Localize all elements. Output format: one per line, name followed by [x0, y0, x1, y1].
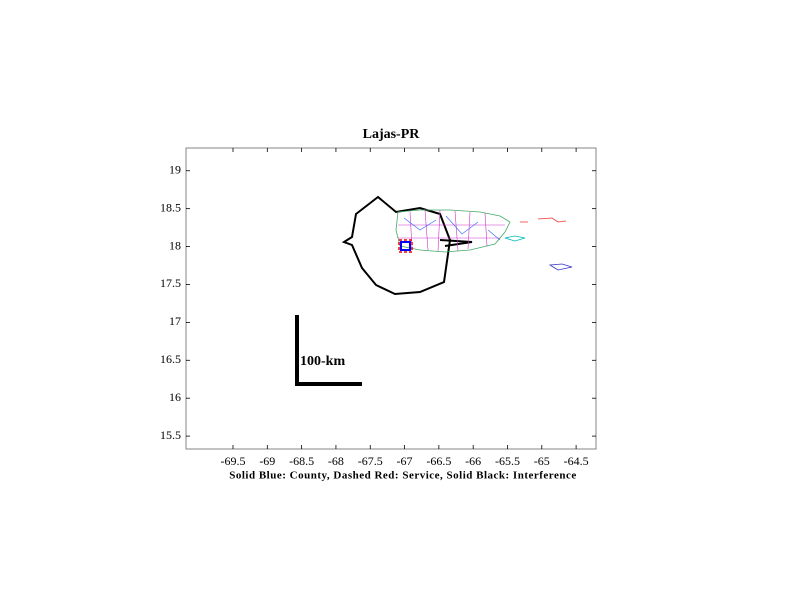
interference-spur: [439, 239, 473, 247]
x-tick-label: -67.5: [358, 454, 383, 468]
county-lines: [398, 209, 505, 252]
x-axis-label: Solid Blue: County, Dashed Red: Service,…: [229, 470, 577, 482]
island-stcroix: [548, 263, 573, 271]
x-tick-label: -68.5: [289, 454, 314, 468]
map-shapes: [341, 195, 573, 296]
x-tick-label: -69: [259, 454, 275, 468]
x-tick-label: -65.5: [495, 454, 520, 468]
service-area: [398, 239, 413, 253]
y-tick-label: 18: [169, 238, 181, 252]
x-tick-label: -66.5: [426, 454, 451, 468]
island-vieques: [504, 235, 526, 242]
y-tick-label: 15.5: [160, 428, 181, 442]
plot-frame: [185, 147, 597, 450]
y-tick-label: 17.5: [160, 276, 181, 290]
scale-bar: [295, 315, 362, 386]
y-tick-label: 18.5: [160, 200, 181, 214]
y-tick-label: 19: [169, 162, 181, 176]
x-tick-label: -67: [397, 454, 413, 468]
y-tick-label: 17: [169, 314, 181, 328]
county-lines: [403, 215, 501, 241]
x-tick-label: -69.5: [221, 454, 246, 468]
y-tick-label: 16.5: [160, 352, 181, 366]
scale-label: 100-km: [300, 354, 345, 369]
x-tick-label: -65: [534, 454, 550, 468]
island-virgin: [520, 217, 567, 223]
x-tick-label: -66: [465, 454, 481, 468]
y-tick-label: 16: [169, 390, 181, 404]
x-tick-label: -64.5: [564, 454, 589, 468]
x-tick-label: -68: [328, 454, 344, 468]
chart-title: Lajas-PR: [363, 127, 421, 142]
county-boundary: [400, 241, 411, 251]
